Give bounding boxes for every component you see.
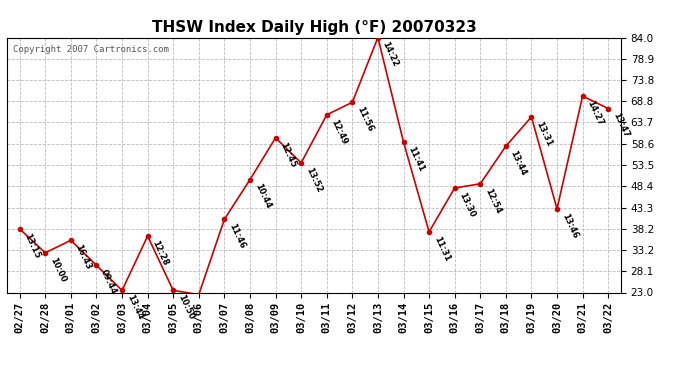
- Text: 13:15: 13:15: [23, 232, 42, 260]
- Text: 13:44: 13:44: [125, 293, 144, 321]
- Text: 10:44: 10:44: [253, 182, 273, 210]
- Text: Copyright 2007 Cartronics.com: Copyright 2007 Cartronics.com: [13, 45, 169, 54]
- Text: 12:54: 12:54: [483, 187, 502, 215]
- Text: 16:43: 16:43: [74, 243, 93, 271]
- Text: 11:46: 11:46: [227, 222, 247, 250]
- Text: 13:30: 13:30: [457, 191, 477, 219]
- Text: 09:44: 09:44: [99, 268, 119, 296]
- Text: 14:27: 14:27: [585, 99, 605, 127]
- Text: 10:23: 10:23: [0, 374, 1, 375]
- Text: 11:56: 11:56: [355, 105, 375, 133]
- Text: 12:45: 12:45: [278, 141, 298, 169]
- Text: 11:31: 11:31: [432, 235, 451, 263]
- Text: 10:50: 10:50: [176, 293, 195, 321]
- Text: 13:47: 13:47: [611, 111, 631, 139]
- Text: 14:22: 14:22: [381, 40, 400, 69]
- Text: 12:49: 12:49: [330, 118, 349, 146]
- Text: 12:28: 12:28: [150, 239, 170, 267]
- Text: 13:31: 13:31: [534, 120, 553, 148]
- Text: 13:52: 13:52: [304, 166, 324, 194]
- Text: 11:41: 11:41: [406, 145, 426, 173]
- Text: 13:46: 13:46: [560, 211, 580, 240]
- Title: THSW Index Daily High (°F) 20070323: THSW Index Daily High (°F) 20070323: [152, 20, 476, 35]
- Text: 10:00: 10:00: [48, 256, 68, 284]
- Text: 13:44: 13:44: [509, 149, 528, 177]
